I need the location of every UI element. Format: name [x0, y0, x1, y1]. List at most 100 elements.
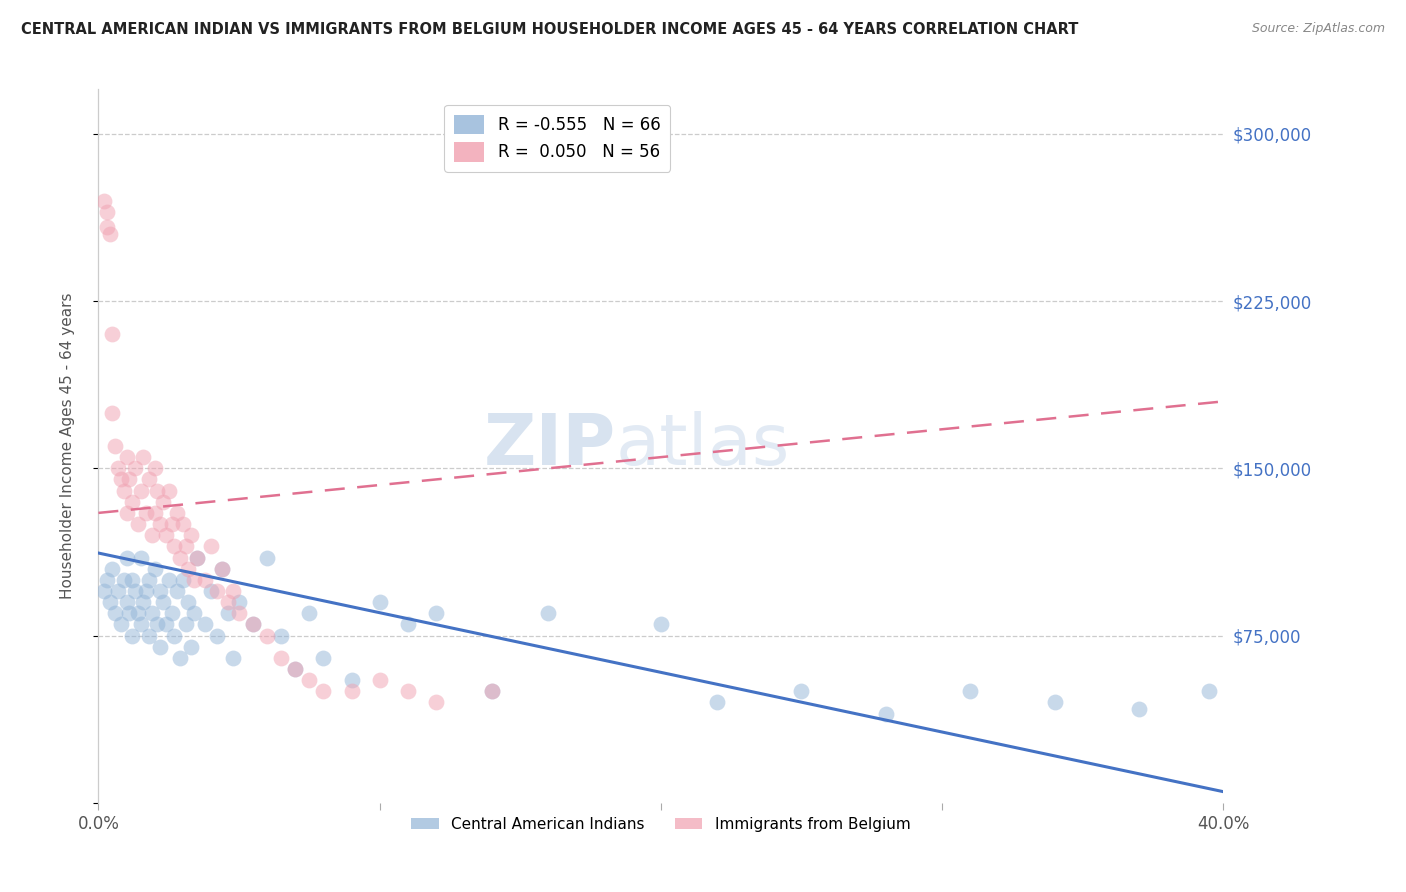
Point [143, 461, 166, 475]
Point [124, 461, 146, 475]
Point [217, 595, 239, 609]
Point [157, 483, 180, 498]
Point [298, 607, 321, 621]
Point [1043, 696, 1066, 710]
Point [93, 194, 115, 208]
Point [340, 673, 363, 687]
Point [143, 562, 166, 576]
Point [284, 662, 307, 676]
Point [143, 506, 166, 520]
Point [425, 607, 447, 621]
Point [152, 494, 174, 508]
Point [312, 684, 335, 698]
Point [163, 628, 186, 642]
Point [115, 550, 138, 565]
Point [157, 573, 180, 587]
Point [194, 573, 217, 587]
Point [1198, 684, 1220, 698]
Point [93, 583, 115, 598]
Point [129, 550, 152, 565]
Point [368, 595, 391, 609]
Point [256, 628, 278, 642]
Point [242, 617, 264, 632]
Point [1128, 702, 1150, 716]
Point [186, 550, 208, 565]
Point [146, 617, 169, 632]
Point [169, 651, 191, 665]
Point [222, 651, 245, 665]
Point [340, 684, 363, 698]
Point [312, 651, 335, 665]
Point [149, 640, 172, 654]
Point [104, 439, 127, 453]
Point [200, 583, 222, 598]
Point [650, 617, 672, 632]
Point [115, 506, 138, 520]
Point [118, 607, 141, 621]
Point [959, 684, 981, 698]
Point [155, 617, 177, 632]
Text: ZIP: ZIP [484, 411, 616, 481]
Point [183, 607, 205, 621]
Point [96, 573, 118, 587]
Point [706, 696, 728, 710]
Point [200, 539, 222, 553]
Point [172, 573, 194, 587]
Point [98, 227, 121, 241]
Point [186, 550, 208, 565]
Point [110, 472, 132, 486]
Point [138, 628, 160, 642]
Point [790, 684, 813, 698]
Point [121, 494, 143, 508]
Point [211, 562, 233, 576]
Point [101, 327, 124, 342]
Point [121, 573, 143, 587]
Point [163, 539, 186, 553]
Point [180, 528, 202, 542]
Point [481, 684, 503, 698]
Point [104, 607, 127, 621]
Point [194, 617, 217, 632]
Point [112, 573, 135, 587]
Point [222, 583, 245, 598]
Point [101, 562, 124, 576]
Point [228, 607, 250, 621]
Point [875, 706, 897, 721]
Point [110, 617, 132, 632]
Point [270, 628, 292, 642]
Point [129, 483, 152, 498]
Point [183, 573, 205, 587]
Point [481, 684, 503, 698]
Point [284, 662, 307, 676]
Point [174, 539, 197, 553]
Text: Source: ZipAtlas.com: Source: ZipAtlas.com [1251, 22, 1385, 36]
Point [177, 562, 200, 576]
Point [205, 583, 228, 598]
Point [129, 617, 152, 632]
Point [166, 506, 188, 520]
Point [149, 516, 172, 531]
Point [98, 595, 121, 609]
Point [425, 696, 447, 710]
Point [166, 583, 188, 598]
Point [149, 583, 172, 598]
Point [101, 405, 124, 419]
Text: CENTRAL AMERICAN INDIAN VS IMMIGRANTS FROM BELGIUM HOUSEHOLDER INCOME AGES 45 - : CENTRAL AMERICAN INDIAN VS IMMIGRANTS FR… [21, 22, 1078, 37]
Point [152, 595, 174, 609]
Point [174, 617, 197, 632]
Point [298, 673, 321, 687]
Point [141, 607, 163, 621]
Point [172, 516, 194, 531]
Point [107, 583, 129, 598]
Point [228, 595, 250, 609]
Point [112, 483, 135, 498]
Text: atlas: atlas [616, 411, 790, 481]
Point [115, 450, 138, 464]
Point [115, 595, 138, 609]
Point [169, 550, 191, 565]
Point [160, 516, 183, 531]
Point [146, 483, 169, 498]
Point [256, 550, 278, 565]
Point [211, 562, 233, 576]
Point [205, 628, 228, 642]
